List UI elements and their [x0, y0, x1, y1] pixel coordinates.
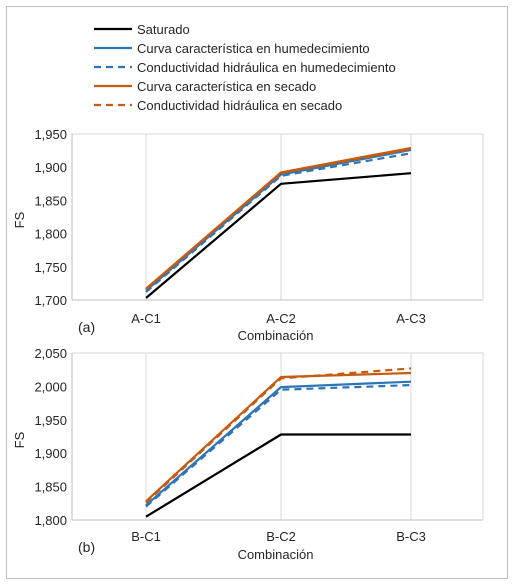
legend-label-2: Conductividad hidráulica en humedecimien… — [137, 60, 396, 75]
series-line-0-2 — [145, 152, 412, 293]
series-line-1-2 — [145, 384, 412, 508]
y-tick-label-0-1: 1,750 — [34, 260, 67, 275]
y-tick-label-1-2: 1,900 — [34, 446, 67, 461]
series-line-1-1 — [145, 380, 412, 507]
y-tick-label-0-3: 1,850 — [34, 193, 67, 208]
panel-label-1: (b) — [78, 539, 95, 555]
x-tick-label-1-2: B-C3 — [396, 529, 426, 544]
y-tick-label-0-2: 1,800 — [34, 227, 67, 242]
x-tick-label-0-0: A-C1 — [131, 311, 161, 326]
legend-label-0: Saturado — [137, 22, 190, 37]
series-line-0-3 — [145, 146, 412, 290]
y-tick-label-1-5: 2,050 — [34, 346, 67, 361]
y-tick-label-0-4: 1,900 — [34, 160, 67, 175]
x-tick-label-0-2: A-C3 — [396, 311, 426, 326]
y-tick-label-0-0: 1,700 — [34, 293, 67, 308]
y-tick-label-1-4: 2,000 — [34, 379, 67, 394]
series-line-1-4 — [145, 367, 412, 504]
legend: Saturado Curva característica en humedeci… — [94, 22, 396, 113]
series-line-1-0 — [145, 433, 411, 518]
y-tick-label-1-3: 1,950 — [34, 413, 67, 428]
series-line-0-4 — [145, 148, 412, 291]
figure-frame — [6, 6, 508, 579]
panel-label-0: (a) — [78, 319, 95, 335]
y-tick-label-0-5: 1,950 — [34, 127, 67, 142]
chart-a: 1,700 1,750 1,800 1,850 1,900 1,950 A-C1 A-C2 A-… — [12, 127, 484, 343]
x-tick-label-1-1: B-C2 — [266, 529, 296, 544]
x-tick-label-1-0: B-C1 — [131, 529, 161, 544]
legend-label-1: Curva característica en humedecimiento — [137, 41, 370, 56]
plot-area-0 — [71, 133, 484, 301]
x-axis-title-0: Combinación — [238, 328, 314, 343]
legend-label-3: Curva característica en secado — [137, 79, 316, 94]
y-tick-label-1-1: 1,850 — [34, 480, 67, 495]
x-tick-label-0-1: A-C2 — [266, 311, 296, 326]
series-line-0-0 — [145, 172, 412, 299]
y-tick-label-1-0: 1,800 — [34, 513, 67, 528]
chart-b: 1,800 1,850 1,900 1,950 2,000 2,050 B-C1 B-C2 B-… — [12, 346, 484, 562]
x-axis-title-1: Combinación — [238, 547, 314, 562]
y-axis-title-1: FS — [12, 431, 27, 448]
y-axis-title-0: FS — [12, 211, 27, 228]
legend-label-4: Conductividad hidráulica en secado — [137, 98, 342, 113]
series-line-0-1 — [145, 148, 412, 292]
